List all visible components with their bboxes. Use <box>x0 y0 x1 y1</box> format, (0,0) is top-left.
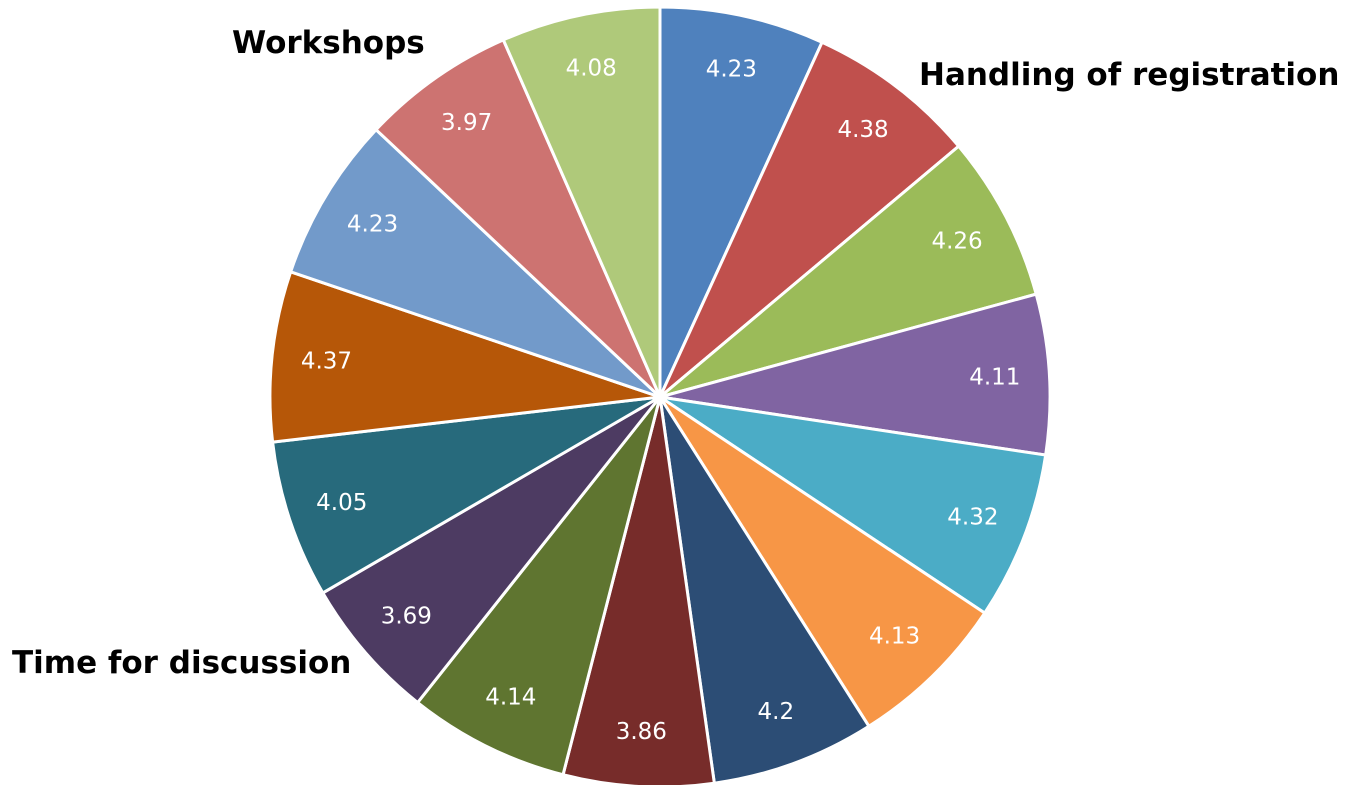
slice-value-label: 4.32 <box>947 505 998 531</box>
pie-slice <box>501 5 662 398</box>
pie-slice <box>270 395 661 595</box>
slice-value-label: 4.38 <box>837 117 888 143</box>
slice-value-label: 4.26 <box>931 228 982 254</box>
slice-value-label: 3.69 <box>381 603 432 629</box>
pie-slice <box>415 396 662 777</box>
pie-slices <box>268 5 1052 789</box>
slice-value-label: 4.08 <box>566 56 617 82</box>
slice-value-label: 3.97 <box>441 110 492 136</box>
slice-value-label: 3.86 <box>616 719 667 745</box>
category-label-handling-of-registration: Handling of registration <box>919 57 1340 93</box>
pie-slice <box>373 37 662 399</box>
pie-value-labels: 4.23 4.38 4.26 4.11 4.32 4.13 4.2 3.86 4.14 3.69 4… <box>301 56 1021 745</box>
slice-value-label: 4.13 <box>869 624 920 650</box>
category-label-time-for-discussion: Time for discussion <box>12 645 352 681</box>
pie-slice <box>659 144 1039 399</box>
pie-slice <box>268 269 661 444</box>
slice-value-label: 4.37 <box>301 349 352 375</box>
slice-value-label: 4.23 <box>347 211 398 237</box>
category-label-workshops: Workshops <box>232 25 425 61</box>
slice-value-label: 4.23 <box>706 56 757 82</box>
slice-value-label: 4.11 <box>969 364 1020 390</box>
pie-slice <box>659 395 1048 616</box>
pie-slice <box>658 40 961 399</box>
pie-slice <box>320 395 662 705</box>
pie-slice <box>658 395 987 729</box>
slice-value-label: 4.05 <box>316 490 367 516</box>
pie-slice <box>658 396 871 785</box>
pie-slice <box>288 127 662 399</box>
pie-slice <box>658 5 825 398</box>
pie-slice <box>659 292 1052 457</box>
slice-value-label: 4.14 <box>485 684 536 710</box>
slice-value-label: 4.2 <box>758 699 795 725</box>
